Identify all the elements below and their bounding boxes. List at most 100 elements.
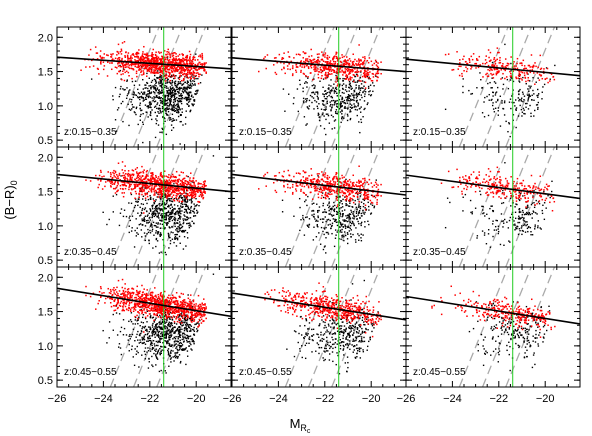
blue-cloud-point bbox=[344, 102, 347, 105]
blue-cloud-point bbox=[173, 94, 175, 96]
blue-cloud-point bbox=[537, 93, 540, 95]
red-sequence-point bbox=[125, 173, 127, 175]
red-sequence-point bbox=[145, 187, 148, 190]
blue-cloud-point bbox=[186, 103, 189, 106]
blue-cloud-point bbox=[152, 85, 154, 87]
blue-cloud-point bbox=[154, 136, 157, 139]
blue-cloud-point bbox=[367, 102, 369, 104]
blue-cloud-point bbox=[326, 76, 328, 79]
red-sequence-point bbox=[302, 57, 305, 59]
blue-cloud-point bbox=[543, 83, 546, 86]
blue-cloud-point bbox=[344, 102, 346, 104]
red-sequence-point bbox=[333, 69, 336, 72]
red-sequence-point bbox=[134, 65, 136, 68]
blue-cloud-point bbox=[187, 222, 190, 225]
red-sequence-point bbox=[335, 176, 338, 178]
red-sequence-point bbox=[324, 56, 326, 58]
red-sequence-point bbox=[145, 53, 148, 56]
red-sequence-point bbox=[322, 55, 325, 57]
blue-cloud-point bbox=[150, 106, 152, 109]
blue-cloud-point bbox=[319, 116, 321, 118]
blue-cloud-point bbox=[186, 237, 189, 239]
blue-cloud-point bbox=[338, 204, 340, 206]
blue-cloud-point bbox=[339, 215, 341, 217]
blue-cloud-point bbox=[146, 192, 148, 194]
blue-cloud-point bbox=[144, 84, 146, 86]
blue-cloud-point bbox=[176, 198, 178, 200]
blue-cloud-point bbox=[155, 122, 158, 125]
blue-cloud-point bbox=[185, 205, 187, 208]
red-sequence-point bbox=[154, 67, 157, 69]
red-sequence-point bbox=[194, 184, 196, 187]
blue-cloud-point bbox=[180, 87, 182, 89]
blue-cloud-point bbox=[166, 221, 169, 224]
blue-cloud-point bbox=[174, 236, 177, 238]
blue-cloud-point bbox=[369, 94, 372, 97]
red-sequence-point bbox=[546, 77, 548, 80]
red-sequence-point bbox=[142, 65, 145, 67]
red-sequence-point bbox=[152, 188, 155, 191]
red-sequence-point bbox=[198, 73, 200, 76]
blue-cloud-point bbox=[173, 212, 175, 215]
red-sequence-point bbox=[160, 196, 162, 199]
blue-cloud-point bbox=[167, 198, 169, 200]
blue-cloud-point bbox=[186, 201, 188, 203]
blue-cloud-point bbox=[153, 98, 155, 100]
blue-cloud-point bbox=[328, 84, 330, 86]
red-sequence-point bbox=[180, 72, 183, 74]
blue-cloud-point bbox=[367, 220, 369, 223]
red-sequence-point bbox=[171, 52, 173, 55]
blue-cloud-point bbox=[518, 80, 520, 82]
red-sequence-point bbox=[491, 64, 493, 66]
blue-cloud-point bbox=[368, 209, 370, 211]
blue-cloud-point bbox=[348, 90, 350, 92]
red-sequence-point bbox=[174, 188, 177, 191]
red-sequence-point bbox=[194, 188, 196, 191]
blue-cloud-point bbox=[163, 228, 166, 230]
blue-cloud-point bbox=[175, 211, 177, 214]
red-sequence-point bbox=[520, 77, 522, 80]
blue-cloud-point bbox=[139, 206, 141, 209]
blue-cloud-point bbox=[195, 205, 197, 207]
red-sequence-point bbox=[182, 69, 185, 71]
blue-cloud-point bbox=[150, 92, 152, 94]
red-sequence-point bbox=[283, 66, 285, 69]
red-sequence-point bbox=[88, 54, 90, 56]
blue-cloud-point bbox=[317, 112, 320, 115]
blue-cloud-point bbox=[356, 93, 358, 96]
blue-cloud-point bbox=[173, 119, 176, 121]
blue-cloud-point bbox=[162, 198, 164, 200]
blue-cloud-point bbox=[116, 109, 119, 111]
red-sequence-point bbox=[146, 57, 149, 59]
red-sequence-point bbox=[117, 181, 119, 184]
blue-cloud-point bbox=[158, 203, 160, 205]
blue-cloud-point bbox=[186, 93, 189, 95]
red-sequence-point bbox=[113, 183, 116, 185]
red-sequence-point bbox=[501, 64, 504, 67]
blue-cloud-point bbox=[535, 104, 538, 106]
blue-cloud-point bbox=[308, 108, 310, 110]
blue-cloud-point bbox=[168, 206, 170, 208]
blue-cloud-point bbox=[169, 82, 172, 84]
blue-cloud-point bbox=[187, 217, 190, 219]
red-sequence-point bbox=[180, 200, 183, 203]
red-sequence-point bbox=[156, 60, 158, 63]
red-sequence-point bbox=[363, 72, 366, 74]
red-sequence-point bbox=[111, 62, 113, 64]
blue-cloud-point bbox=[152, 211, 155, 213]
blue-cloud-point bbox=[171, 211, 174, 213]
red-sequence-point bbox=[114, 181, 116, 184]
blue-cloud-point bbox=[494, 94, 497, 96]
red-sequence-point bbox=[181, 183, 184, 185]
blue-cloud-point bbox=[182, 218, 184, 220]
red-sequence-point bbox=[140, 171, 142, 174]
red-sequence-point bbox=[183, 59, 186, 61]
blue-cloud-point bbox=[144, 235, 147, 237]
blue-cloud-point bbox=[514, 105, 516, 107]
blue-cloud-point bbox=[341, 109, 343, 111]
blue-cloud-point bbox=[340, 121, 342, 124]
red-sequence-point bbox=[152, 57, 155, 59]
blue-cloud-point bbox=[360, 106, 362, 108]
blue-cloud-point bbox=[527, 108, 530, 110]
blue-cloud-point bbox=[362, 209, 364, 212]
